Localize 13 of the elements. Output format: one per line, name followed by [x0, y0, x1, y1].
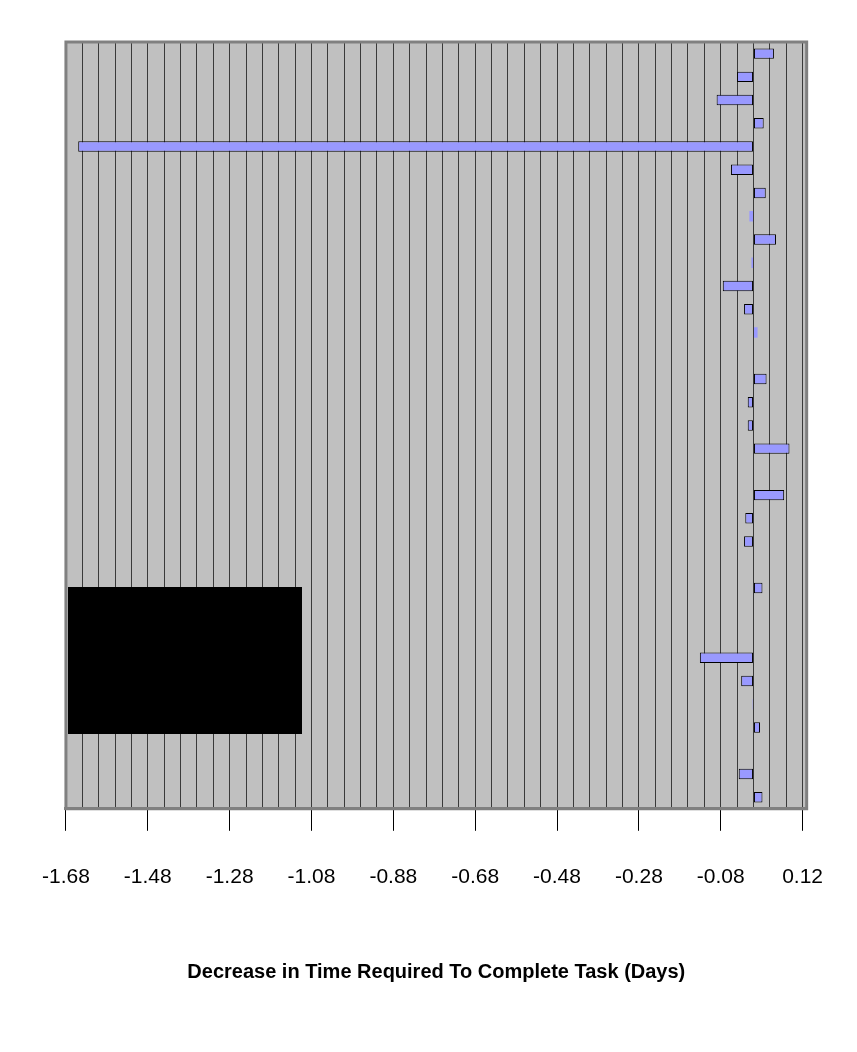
x-tick-label: 0.12 [782, 864, 824, 888]
bar [749, 211, 753, 222]
x-tick-label: -1.48 [123, 864, 172, 888]
x-tick-label: -1.28 [205, 864, 254, 888]
x-tick-label: -0.88 [369, 864, 418, 888]
bar [753, 327, 758, 338]
x-tick-label: -0.48 [533, 864, 581, 888]
x-tick-label: -1.68 [42, 864, 90, 888]
x-tick-label: -0.08 [696, 864, 745, 888]
x-tick-label: -1.08 [287, 864, 336, 888]
x-axis-title: Decrease in Time Required To Complete Task (Days) [187, 959, 686, 982]
x-tick-label: -0.68 [451, 864, 500, 888]
x-tick-label: -0.28 [614, 864, 663, 888]
